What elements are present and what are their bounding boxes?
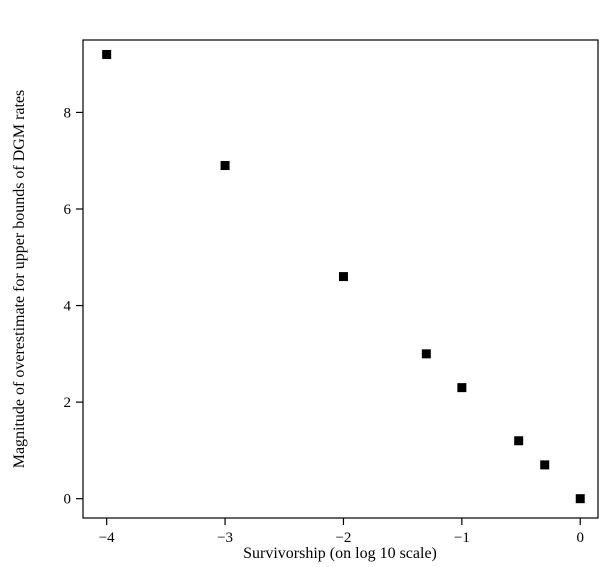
x-tick-label: −4 [99,530,115,546]
y-tick-label: 0 [64,492,72,508]
x-tick-label: −2 [335,530,351,546]
data-point [421,349,431,359]
x-axis-title: Survivorship (on log 10 scale) [243,545,437,562]
x-tick-label: −1 [454,530,470,546]
x-tick-label: −3 [217,530,233,546]
y-tick-label: 8 [64,105,72,121]
data-point [102,49,112,59]
data-point [457,383,467,393]
x-axis: −4 −3 −2 −1 0 [99,518,584,546]
y-tick-label: 4 [64,299,72,315]
data-point [540,460,550,470]
data-point [575,494,585,504]
y-axis-title: Magnitude of overestimate for upper boun… [11,90,28,469]
data-point [514,436,524,446]
data-points [102,49,585,504]
y-tick-label: 2 [64,395,72,411]
y-tick-label: 6 [64,202,72,218]
x-tick-label: 0 [576,530,584,546]
y-axis: 0 2 4 6 8 [64,105,83,508]
data-point [220,161,230,171]
data-point [338,272,348,282]
plot-frame [82,39,599,519]
